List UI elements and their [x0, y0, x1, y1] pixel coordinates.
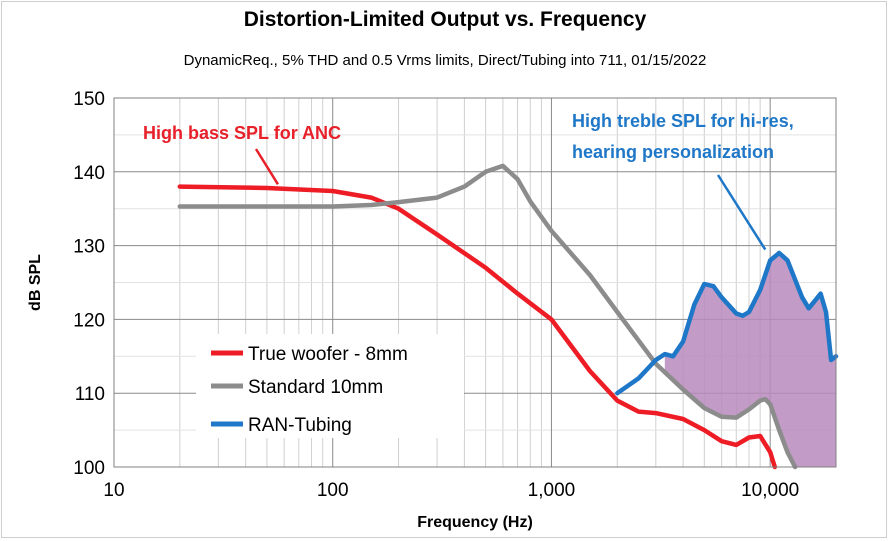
plot-border [113, 97, 837, 468]
annotation-treble-line1: High treble SPL for hi-res, [572, 111, 794, 131]
annotation-treble-pointer [716, 174, 767, 251]
y-tick-label: 110 [75, 384, 105, 405]
x-axis-label: Frequency (Hz) [417, 514, 533, 531]
legend: True woofer - 8mm Standard 10mm RAN-Tubi… [196, 334, 464, 438]
y-tick-label: 120 [73, 310, 105, 331]
series-lines [177, 163, 839, 470]
y-tick-label: 130 [73, 237, 105, 258]
x-tick-labels: 10 100 1,000 10,000 [103, 480, 799, 501]
annotation-treble-line2: hearing personalization [572, 142, 774, 162]
y-tick-labels: 100 110 120 130 140 150 [73, 89, 105, 479]
y-tick-label: 100 [73, 458, 105, 479]
y-axis-label: dB SPL [27, 254, 44, 311]
legend-label-ran-tubing: RAN-Tubing [248, 415, 352, 436]
legend-label-standard-10mm: Standard 10mm [248, 377, 383, 398]
legend-label-true-woofer: True woofer - 8mm [248, 344, 408, 365]
y-tick-label: 140 [73, 163, 105, 184]
annotation-bass-pointer [254, 148, 279, 185]
y-tick-label: 150 [73, 89, 105, 110]
chart-subtitle: DynamicReq., 5% THD and 0.5 Vrms limits,… [183, 52, 707, 69]
annotation-bass: High bass SPL for ANC [143, 123, 341, 143]
x-tick-label: 100 [317, 480, 349, 501]
shaded-region [664, 253, 836, 467]
series-line-true-woofer-8mm [177, 184, 778, 470]
series-line-ran-tubing [615, 250, 839, 396]
x-tick-label: 10,000 [741, 480, 799, 501]
x-tick-label: 10 [103, 480, 124, 501]
series-line-standard-10mm [177, 163, 798, 470]
x-tick-label: 1,000 [528, 480, 576, 501]
chart-title: Distortion-Limited Output vs. Frequency [243, 8, 647, 31]
